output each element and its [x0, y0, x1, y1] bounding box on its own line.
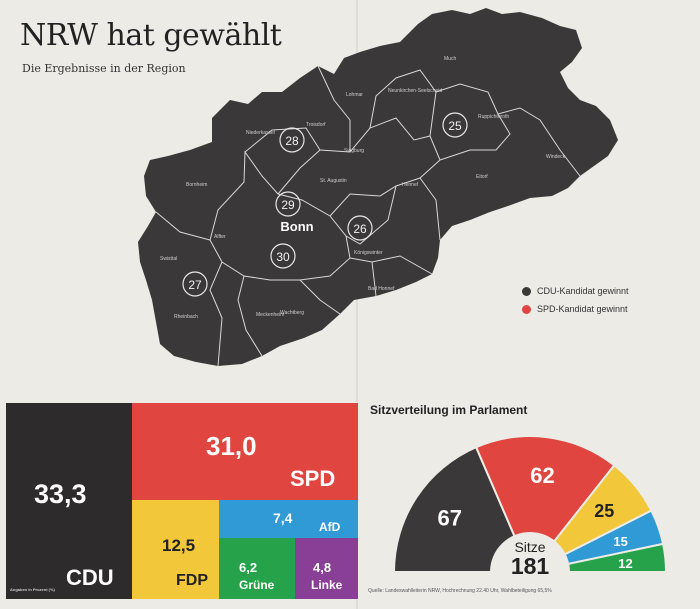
district-marker: [442, 112, 468, 138]
tile-value: 12,5: [162, 536, 196, 555]
town-label: Königswinter: [354, 250, 383, 256]
seat-chart-center: [490, 532, 570, 609]
percent-note: Angaben in Prozent (%): [10, 587, 55, 592]
district-marker: [347, 215, 373, 241]
legend-label: SPD-Kandidat gewinnt: [537, 304, 628, 314]
town-label: Alfter: [214, 234, 226, 240]
legend-swatch: [522, 304, 531, 314]
map-region-shape: [138, 8, 618, 366]
tile-party: CDU: [66, 565, 114, 590]
district-marker: [270, 243, 296, 269]
tile-value: 4,8: [313, 560, 332, 575]
tile-party: Linke: [311, 578, 343, 592]
town-label: St. Augustin: [320, 178, 347, 184]
district-borders: [155, 65, 581, 367]
district-number: 27: [188, 278, 202, 292]
page-title: NRW hat gewählt: [20, 18, 282, 53]
tile-value: 33,3: [34, 479, 87, 509]
town-label: Eitorf: [476, 174, 488, 180]
results-treemap: 33,3 CDU Angaben in Prozent (%) 31,0 SPD…: [6, 403, 358, 599]
town-label: Hennef: [402, 182, 419, 188]
district-marker: [279, 127, 305, 153]
town-label: Much: [444, 56, 456, 62]
page-subtitle: Die Ergebnisse in der Region: [22, 62, 186, 75]
legend-item-cdu: CDU-Kandidat gewinnt: [522, 282, 629, 300]
tile-value: 31,0: [206, 431, 257, 461]
tile-party: Grüne: [239, 578, 275, 592]
tile-linke: 4,8 Linke: [295, 538, 358, 599]
seat-value-label: 12: [618, 556, 632, 571]
town-label: Bornheim: [186, 182, 207, 188]
town-label: Wachtberg: [280, 310, 304, 316]
district-number: 28: [285, 134, 299, 148]
paper-fold: [356, 0, 358, 609]
town-label: Meckenheim: [256, 312, 284, 318]
seat-value-label: 25: [594, 501, 614, 521]
district-number: 30: [276, 250, 290, 264]
tile-gruene: 6,2 Grüne: [219, 538, 295, 599]
seat-total-label: Sitze: [514, 539, 545, 555]
tile-value: 7,4: [273, 510, 293, 526]
district-number: 26: [353, 222, 367, 236]
region-map: 28 25 29 26 30 27 Bonn Much Lohmar Neunk…: [138, 8, 618, 367]
district-number: 29: [281, 198, 295, 212]
tile-spd: 31,0 SPD: [132, 403, 358, 500]
district-number: 25: [448, 119, 462, 133]
town-label: Lohmar: [346, 92, 363, 98]
town-label: Rheinbach: [174, 314, 198, 320]
town-label: Bad Honnef: [368, 286, 395, 292]
tile-party: FDP: [176, 572, 208, 589]
tile-cdu: 33,3 CDU Angaben in Prozent (%): [6, 403, 132, 599]
town-label: Siegburg: [344, 148, 364, 154]
seat-total-value: 181: [511, 553, 550, 579]
legend-item-spd: SPD-Kandidat gewinnt: [522, 300, 629, 318]
town-label: Ruppichteroth: [478, 114, 509, 120]
district-markers: 28 25 29 26 30 27: [182, 112, 468, 297]
district-marker: [182, 271, 208, 297]
seat-value-label: 62: [530, 463, 554, 488]
seat-value-label: 67: [438, 505, 462, 530]
town-label: Neunkirchen-Seelscheid: [388, 88, 442, 94]
town-label: Swisttal: [160, 256, 177, 262]
seat-slice-spd: [474, 435, 616, 574]
tile-party: SPD: [290, 466, 336, 491]
source-note: Quelle: Landeswahlleiterin NRW, Hochrech…: [368, 588, 552, 594]
map-legend: CDU-Kandidat gewinnt SPD-Kandidat gewinn…: [522, 282, 629, 318]
tile-fdp: 12,5 FDP: [132, 500, 219, 599]
seat-slice-cdu: [392, 445, 532, 573]
legend-swatch: [522, 286, 531, 296]
city-label: Bonn: [280, 219, 313, 234]
tile-afd: 7,4 AfD: [219, 500, 358, 538]
town-labels: Much Lohmar Neunkirchen-Seelscheid Ruppi…: [160, 56, 566, 320]
seat-value-label: 15: [613, 534, 627, 549]
seat-chart-title: Sitzverteilung im Parlament: [370, 403, 528, 417]
legend-label: CDU-Kandidat gewinnt: [537, 286, 629, 296]
tile-party: AfD: [319, 520, 341, 534]
district-marker: [275, 191, 301, 217]
town-label: Troisdorf: [306, 122, 326, 128]
town-label: Windeck: [546, 154, 566, 160]
tile-value: 6,2: [239, 560, 258, 575]
town-label: Niederkassel: [246, 130, 275, 136]
